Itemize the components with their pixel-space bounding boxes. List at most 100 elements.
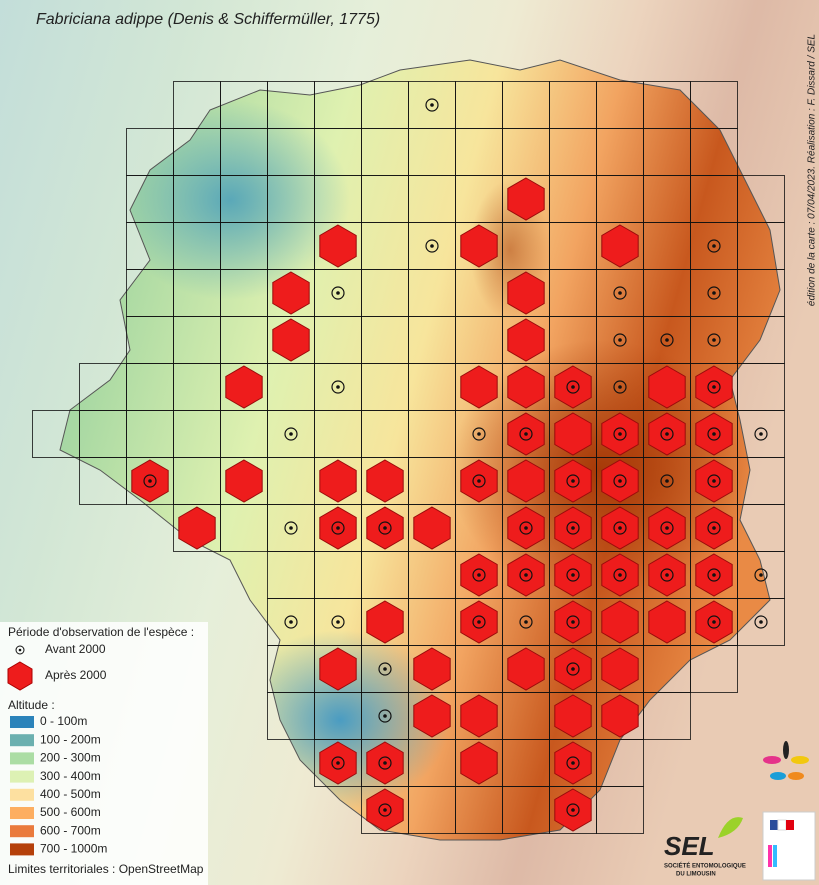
observation-before-2000 [331,286,345,300]
observation-before-2000 [566,521,580,535]
observation-before-2000 [472,474,486,488]
observation-dot-center [524,620,528,624]
observation-dot-center [383,714,387,718]
observation-dot-center [336,291,340,295]
grid-cell [596,786,644,834]
observation-dot-center [665,573,669,577]
observation-before-2000 [754,568,768,582]
observation-dot-center [336,385,340,389]
logo-name: SEL [664,831,715,861]
observation-before-2000 [707,568,721,582]
observation-dot-center [712,526,716,530]
observation-before-2000 [613,474,627,488]
observation-before-2000 [331,380,345,394]
observation-before-2000 [284,615,298,629]
observation-after-2000 [460,741,498,785]
legend-box [0,622,208,885]
observation-dot-center [759,620,763,624]
observation-after-2000 [319,459,357,503]
observation-dot-center [712,573,716,577]
observation-after-2000 [460,365,498,409]
observation-dot-center [383,761,387,765]
observation-dot-center [336,761,340,765]
observation-after-2000 [601,224,639,268]
altitude-label: 100 - 200m [40,732,101,746]
observation-after-2000 [507,365,545,409]
observation-after-2000 [507,318,545,362]
observation-before-2000 [613,380,627,394]
observation-before-2000 [707,521,721,535]
observation-after-2000 [507,271,545,315]
observation-before-2000 [331,615,345,629]
logo-dreal [762,811,816,881]
grid-cell [643,692,691,740]
observation-after-2000 [413,506,451,550]
observation-before-2000 [707,427,721,441]
observation-before-2000 [754,615,768,629]
observation-after-2000 [460,694,498,738]
altitude-label: 0 - 100m [40,714,87,728]
observation-dot-center [336,620,340,624]
logo-butterfly [718,817,743,838]
observation-before-2000 [660,427,674,441]
observation-dot-center [618,526,622,530]
observation-before-2000 [566,568,580,582]
observation-before-2000 [707,333,721,347]
observation-before-2000 [378,709,392,723]
observation-after-2000 [507,647,545,691]
observation-before-2000 [519,427,533,441]
observation-before-2000 [707,286,721,300]
observation-after-2000 [648,600,686,644]
observations [131,98,768,832]
observation-before-2000 [378,662,392,676]
observation-before-2000 [613,333,627,347]
observation-before-2000 [143,474,157,488]
grid-cell [690,645,738,693]
observation-after-2000 [460,224,498,268]
altitude-swatch [10,716,34,728]
observation-dot-center [618,385,622,389]
observation-before-2000 [613,427,627,441]
observation-dot-center [618,432,622,436]
altitude-swatch [10,788,34,801]
observation-dot-center [571,526,575,530]
credit: édition de la carte : 07/04/2023. Réalis… [807,34,818,306]
observation-dot-center [665,526,669,530]
logo-sel: SEL SOCIÉTÉ ENTOMOLOGIQUE DU LIMOUSIN [664,817,746,878]
legend: Période d'observation de l'espèce : Avan… [0,622,208,885]
observation-dot-center [477,479,481,483]
observation-before-2000 [519,615,533,629]
observation-dot-center [477,432,481,436]
legend-dot-center [18,648,22,652]
observation-dot-center [665,338,669,342]
observation-dot-center [336,526,340,530]
observation-after-2000 [413,647,451,691]
observation-before-2000 [566,615,580,629]
observation-dot-center [618,291,622,295]
observation-after-2000 [648,365,686,409]
observation-after-2000 [601,600,639,644]
observation-before-2000 [378,803,392,817]
legend-before: Avant 2000 [45,642,106,656]
observation-dot-center [430,244,434,248]
observation-after-2000 [366,600,404,644]
observation-before-2000 [613,521,627,535]
observation-dot-center [571,620,575,624]
legend-after: Après 2000 [45,668,107,682]
observation-dot-center [571,479,575,483]
observation-dot-center [524,432,528,436]
legend-hexagon [7,661,33,691]
observation-before-2000 [331,521,345,535]
observation-dot-center [712,385,716,389]
observation-dot-center [383,526,387,530]
observation-before-2000 [566,803,580,817]
logo-line2: DU LIMOUSIN [676,872,716,878]
observation-dot-center [665,432,669,436]
observation-dot-center [618,338,622,342]
observation-dot-center [524,573,528,577]
observation-dot-center [712,244,716,248]
observation-before-2000 [707,615,721,629]
altitude-label: 300 - 400m [40,769,101,783]
altitude-swatch [10,752,34,765]
